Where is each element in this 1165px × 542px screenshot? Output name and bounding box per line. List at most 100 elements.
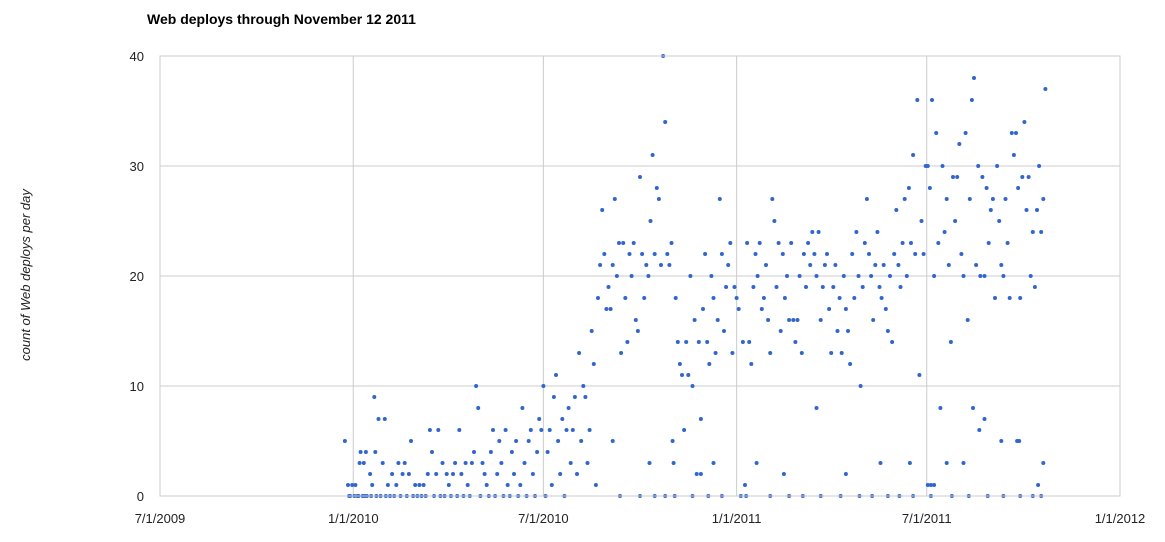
data-point [969, 98, 974, 102]
data-point [932, 274, 937, 278]
data-point [768, 351, 773, 355]
data-point [545, 450, 550, 454]
data-point [440, 461, 445, 465]
data-point [900, 241, 905, 245]
data-point [358, 450, 363, 454]
data-point [647, 461, 652, 465]
data-point [566, 406, 571, 410]
data-point [785, 274, 789, 278]
data-point [406, 472, 411, 476]
data-point [409, 439, 413, 443]
data-point [503, 428, 508, 432]
data-point [997, 219, 1002, 223]
data-point [967, 197, 972, 201]
data-point [754, 461, 759, 465]
data-point [982, 417, 987, 421]
data-point [633, 318, 638, 322]
data-point [732, 285, 737, 289]
data-point [488, 450, 493, 454]
data-point [491, 428, 495, 432]
data-point [436, 428, 441, 432]
data-point [820, 285, 825, 289]
plot-frame [159, 55, 1121, 497]
data-point [484, 483, 489, 487]
data-point [520, 406, 525, 410]
data-point [974, 263, 979, 267]
data-point [363, 450, 368, 454]
data-point [509, 450, 514, 454]
data-point [719, 252, 724, 256]
data-point [961, 274, 966, 278]
data-point [1043, 87, 1048, 91]
data-point [382, 417, 387, 421]
data-point [747, 340, 752, 344]
data-point [877, 285, 882, 289]
data-point [711, 296, 716, 300]
data-point [434, 472, 439, 476]
data-point [680, 373, 684, 377]
data-point [472, 450, 476, 454]
data-point [902, 197, 907, 201]
data-point [1039, 230, 1044, 234]
data-point [999, 263, 1004, 267]
data-point [625, 340, 630, 344]
data-point [978, 274, 983, 278]
data-point [669, 241, 674, 245]
data-point [896, 263, 901, 267]
data-point [694, 472, 699, 476]
data-point [522, 461, 527, 465]
data-point [846, 329, 850, 333]
data-point [373, 450, 378, 454]
data-point [535, 450, 540, 454]
data-point [804, 285, 808, 289]
data-point [963, 131, 968, 135]
data-point [650, 153, 655, 157]
data-point [984, 186, 989, 190]
data-point [1030, 230, 1035, 234]
data-point [396, 461, 401, 465]
data-point [822, 263, 827, 267]
data-point [621, 241, 626, 245]
data-point [1026, 175, 1031, 179]
data-point [1011, 153, 1016, 157]
data-point [638, 175, 642, 179]
y-tick-label: 20 [130, 269, 144, 284]
data-point [554, 373, 558, 377]
data-point [797, 274, 802, 278]
data-point [593, 483, 598, 487]
data-point [898, 285, 903, 289]
x-tick-label: 7/1/2011 [902, 511, 952, 526]
data-point [608, 307, 613, 311]
data-point [480, 461, 485, 465]
data-point [892, 252, 897, 256]
data-point [537, 417, 542, 421]
data-point [541, 384, 546, 388]
data-point [980, 175, 985, 179]
data-point [818, 318, 823, 322]
data-point [928, 483, 933, 487]
data-point [690, 384, 695, 388]
data-point [591, 362, 596, 366]
data-point [787, 318, 792, 322]
data-point [453, 461, 458, 465]
data-point [839, 351, 844, 355]
data-point [635, 329, 640, 333]
data-point [925, 164, 930, 168]
data-point [940, 164, 945, 168]
data-point [864, 197, 869, 201]
data-point [873, 263, 878, 267]
data-point [413, 483, 418, 487]
data-point [675, 340, 680, 344]
data-point [707, 362, 712, 366]
data-point [670, 439, 675, 443]
data-point [1024, 208, 1029, 212]
data-point [789, 241, 794, 245]
data-point [394, 483, 399, 487]
data-point [944, 461, 949, 465]
data-point [663, 120, 668, 124]
data-point [421, 483, 426, 487]
data-point [755, 274, 760, 278]
data-point [795, 318, 800, 322]
data-point [539, 428, 544, 432]
data-point [953, 219, 958, 223]
